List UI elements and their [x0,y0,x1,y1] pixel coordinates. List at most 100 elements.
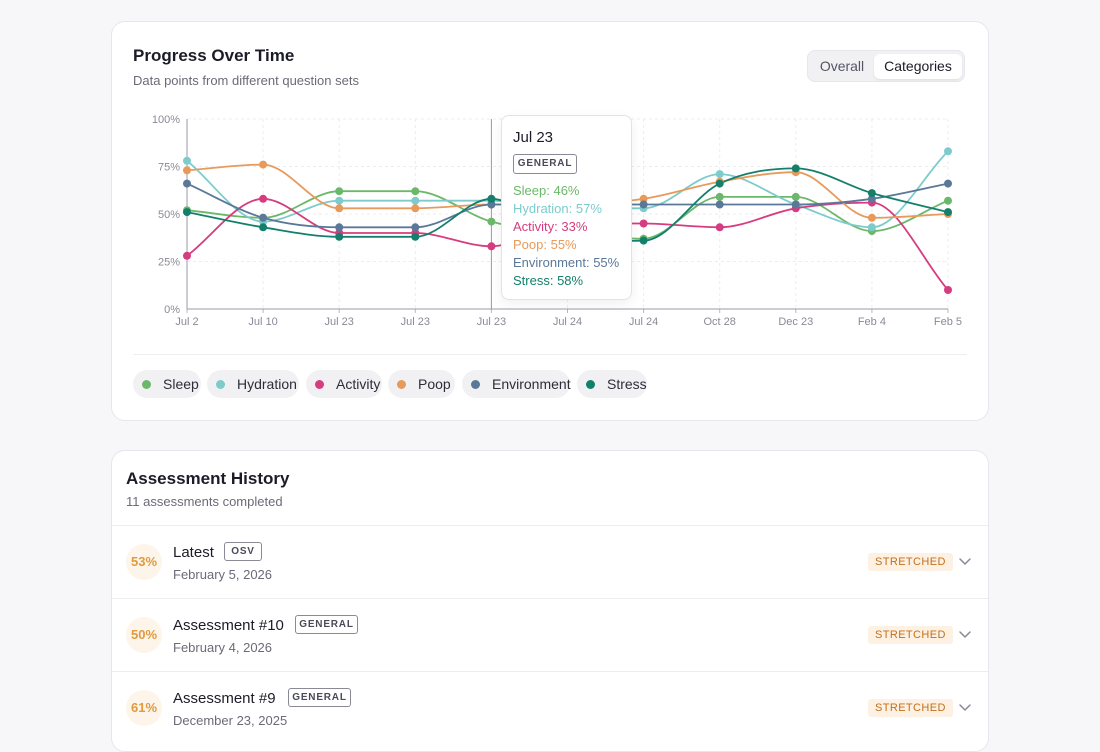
data-point-hydration[interactable] [715,170,724,179]
data-point-environment[interactable] [944,179,952,188]
hydration-dot-icon [216,380,225,389]
data-point-stress[interactable] [411,232,420,241]
chevron-down-icon[interactable] [958,700,972,714]
data-point-poop[interactable] [183,166,191,175]
data-point-environment[interactable] [791,200,800,209]
tooltip-row-stress: Stress: 58% [513,273,584,288]
data-point-poop[interactable] [411,204,420,213]
x-tick-label: Jul 24 [553,316,582,328]
tooltip-row-environment: Environment: 55% [513,255,620,270]
legend-hydration[interactable]: Hydration [207,370,299,398]
data-point-activity[interactable] [183,251,191,260]
x-tick-label: Jul 2 [175,316,198,328]
chevron-down-icon[interactable] [958,627,972,641]
data-point-stress[interactable] [944,208,952,217]
data-point-environment[interactable] [487,200,496,209]
toggle-overall[interactable]: Overall [819,58,865,74]
data-point-poop[interactable] [259,160,268,169]
legend-activity[interactable]: Activity [306,370,382,398]
data-point-environment[interactable] [867,194,876,203]
assessment-row[interactable]: 53% Latest OSV February 5, 2026 STRETCHE… [112,525,988,598]
y-tick-label: 50% [158,209,180,221]
status-badge: STRETCHED [868,553,953,571]
stress-dot-icon [586,380,595,389]
legend-environment[interactable]: Environment [462,370,571,398]
score-badge: 50% [126,617,162,653]
sleep-dot-icon [142,380,151,389]
data-point-environment[interactable] [335,223,344,232]
history-title: Assessment History [126,469,290,488]
data-point-activity[interactable] [259,194,268,203]
tooltip-row-sleep: Sleep: 46% [513,183,580,198]
toggle-categories[interactable]: Categories [874,54,962,79]
tooltip-row-hydration: Hydration: 57% [513,201,602,216]
tooltip-row-poop: Poop: 55% [513,237,577,252]
legend-poop[interactable]: Poop [388,370,455,398]
data-point-stress[interactable] [259,223,268,232]
data-point-stress[interactable] [715,179,724,188]
data-point-activity[interactable] [639,219,648,228]
x-tick-label: Jul 24 [629,316,658,328]
assessment-row[interactable]: 61% Assessment #9 GENERAL December 23, 2… [112,671,988,744]
environment-dot-icon [471,380,480,389]
data-point-environment[interactable] [183,179,191,188]
x-tick-label: Jul 10 [248,316,277,328]
progress-chart-card: Progress Over Time Data points from diff… [111,21,989,421]
score-badge: 61% [126,690,162,726]
poop-dot-icon [397,380,406,389]
data-point-hydration[interactable] [335,196,344,205]
assessment-tag: GENERAL [288,688,351,707]
assessment-row[interactable]: 50% Assessment #10 GENERAL February 4, 2… [112,598,988,671]
data-point-activity[interactable] [944,286,952,294]
history-subtitle: 11 assessments completed [126,494,283,509]
x-tick-label: Jul 23 [401,316,430,328]
assessment-date: February 4, 2026 [173,640,273,655]
assessment-name: Assessment #9 [173,690,276,707]
tooltip-date: Jul 23 [513,129,554,146]
assessment-history-card: Assessment History 11 assessments comple… [111,450,989,752]
data-point-environment[interactable] [411,223,420,232]
data-point-stress[interactable] [867,189,876,198]
data-point-stress[interactable] [639,236,648,245]
line-chart: 0%25%50%75%100%Jul 2 Jul 10 Jul 23 Jul 23 Ju… [152,114,962,328]
status-badge: STRETCHED [868,626,953,644]
data-point-stress[interactable] [335,232,344,241]
data-point-hydration[interactable] [411,196,420,205]
data-point-activity[interactable] [487,242,496,251]
data-point-hydration[interactable] [867,223,876,232]
data-point-sleep[interactable] [715,192,724,201]
data-point-poop[interactable] [335,204,344,213]
data-point-environment[interactable] [715,200,724,209]
data-point-poop[interactable] [867,213,876,222]
data-point-stress[interactable] [183,208,191,217]
assessment-name: Latest [173,544,214,561]
y-tick-label: 75% [158,162,180,174]
data-point-sleep[interactable] [411,187,420,196]
data-point-environment[interactable] [639,200,648,209]
status-badge: STRETCHED [868,699,953,717]
data-point-sleep[interactable] [487,217,496,226]
data-point-stress[interactable] [487,194,496,203]
score-badge: 53% [126,544,162,580]
chart-title: Progress Over Time [133,46,295,65]
data-point-poop[interactable] [639,194,648,203]
data-point-activity[interactable] [715,223,724,232]
data-point-sleep[interactable] [335,187,344,196]
legend-divider [133,354,967,355]
data-point-hydration[interactable] [183,156,191,165]
legend-stress[interactable]: Stress [577,370,647,398]
legend-sleep[interactable]: Sleep [133,370,201,398]
assessment-tag: OSV [224,542,262,561]
data-point-sleep[interactable] [944,196,952,205]
y-tick-label: 100% [152,114,180,126]
y-tick-label: 25% [158,257,180,269]
chevron-down-icon[interactable] [958,554,972,568]
x-tick-label: Feb 5 [934,316,962,328]
data-point-sleep[interactable] [791,192,800,201]
data-point-environment[interactable] [259,213,268,222]
data-point-stress[interactable] [791,164,800,173]
data-point-hydration[interactable] [944,147,952,156]
view-toggle: Overall Categories [807,50,965,82]
chart-subtitle: Data points from different question sets [133,73,359,88]
assessment-date: December 23, 2025 [173,713,288,728]
